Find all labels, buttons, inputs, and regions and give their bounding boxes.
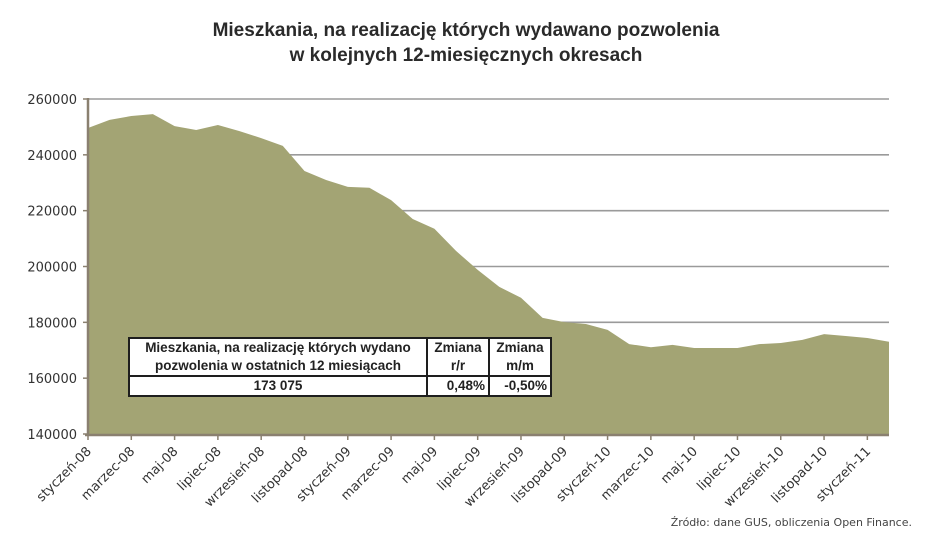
- x-tick-label: maj-08: [139, 444, 182, 487]
- y-tick-label: 200000: [27, 261, 77, 276]
- summary-table: Mieszkania, na realizację których wydano…: [128, 337, 552, 397]
- y-axis-ticks: 140000 160000 180000 200000 220000 240000 2600…: [27, 93, 88, 443]
- x-tick-label: maj-09: [398, 444, 441, 487]
- header-mom: Zmiana m/m: [488, 337, 552, 377]
- y-tick-label: 140000: [27, 428, 77, 443]
- y-tick-label: 260000: [27, 93, 77, 108]
- x-tick-label: maj-10: [658, 444, 701, 487]
- header-yoy: Zmiana r/r: [426, 337, 490, 377]
- summary-table-header: Mieszkania, na realizację których wydano…: [128, 337, 552, 377]
- y-tick-label: 160000: [27, 372, 77, 387]
- summary-table-values: 173 075 0,48% -0,50%: [128, 375, 552, 397]
- source-note: Źródło: dane GUS, obliczenia Open Financ…: [670, 516, 912, 529]
- mom-cell: -0,50%: [488, 375, 552, 397]
- chart-title-line2: w kolejnych 12-miesięcznych okresach: [289, 45, 643, 66]
- header-description: Mieszkania, na realizację których wydano…: [128, 337, 428, 377]
- value-cell: 173 075: [128, 375, 428, 397]
- chart-title-line1: Mieszkania, na realizację których wydawa…: [212, 20, 720, 41]
- yoy-cell: 0,48%: [426, 375, 490, 397]
- y-tick-label: 180000: [27, 316, 77, 331]
- chart-title: Mieszkania, na realizację których wydawa…: [0, 18, 932, 68]
- y-tick-label: 220000: [27, 205, 77, 220]
- y-tick-label: 240000: [27, 149, 77, 164]
